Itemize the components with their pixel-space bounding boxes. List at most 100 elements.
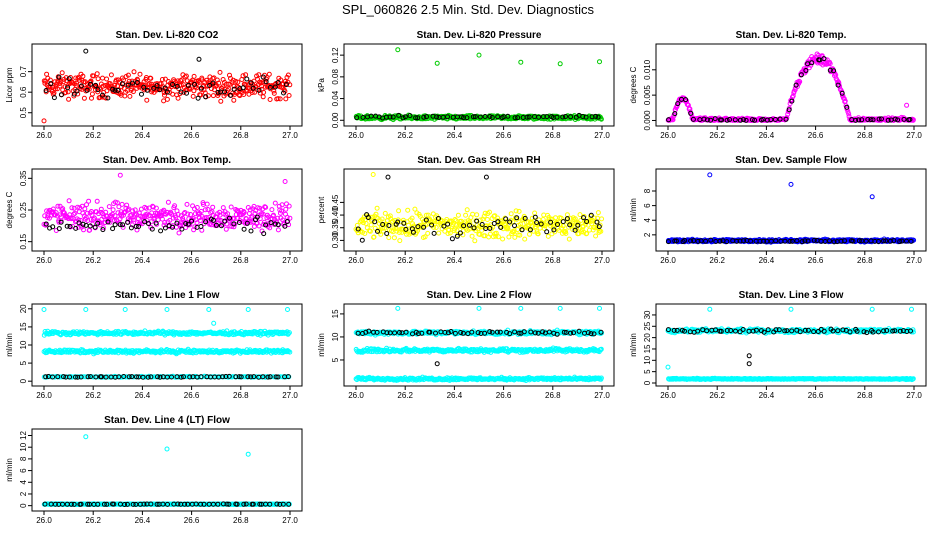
data-point [719, 117, 725, 123]
data-point [227, 72, 232, 78]
data-point [522, 236, 528, 242]
data-point [876, 116, 882, 122]
plot-frame [343, 43, 615, 127]
data-point [71, 91, 77, 97]
data-point [185, 82, 191, 88]
x-tick-label: 26.4 [759, 131, 775, 140]
data-point [287, 82, 293, 88]
data-point [217, 69, 223, 75]
data-point [688, 110, 694, 116]
data-point [853, 117, 859, 123]
outlier-point [164, 307, 170, 312]
data-point [249, 90, 255, 95]
data-point [216, 80, 222, 86]
data-point [286, 203, 292, 209]
data-point [82, 206, 88, 212]
data-point [563, 114, 568, 119]
data-point [470, 211, 476, 217]
data-point [814, 51, 820, 57]
data-point [164, 89, 170, 95]
data-point [895, 117, 901, 123]
outlier-point [904, 102, 910, 108]
data-point [66, 198, 72, 204]
x-tick-label: 27.0 [594, 256, 610, 265]
x-tick-label: 26.2 [85, 131, 101, 140]
data-point [132, 207, 138, 213]
outlier-point [41, 307, 47, 312]
data-point [157, 87, 163, 93]
outlier-point [707, 172, 713, 178]
data-point [151, 85, 157, 91]
data-point [272, 84, 278, 90]
x-tick-label: 27.0 [906, 256, 922, 265]
data-point [94, 198, 100, 204]
data-point [477, 114, 483, 120]
data-point [110, 207, 116, 213]
data-point [51, 95, 57, 101]
data-point [95, 87, 101, 93]
data-point [368, 222, 374, 228]
data-point [827, 67, 833, 73]
chart-title: Stan. Dev. Line 1 Flow [115, 290, 220, 301]
data-point [846, 111, 852, 117]
y-tick-label: 10 [19, 340, 28, 349]
data-point [560, 114, 566, 120]
data-point [76, 77, 82, 83]
y-tick-label: 5 [331, 357, 340, 362]
data-point [286, 93, 292, 98]
data-point [88, 78, 94, 84]
data-point [84, 87, 90, 93]
y-tick-label: 0 [19, 378, 28, 383]
data-point [43, 88, 49, 93]
data-point [48, 81, 54, 87]
outlier-point [395, 305, 401, 311]
data-point [821, 56, 827, 62]
data-point [554, 114, 560, 120]
data-point [870, 117, 876, 123]
data-point [424, 114, 429, 120]
data-point [213, 83, 219, 89]
outlier-point [434, 60, 440, 66]
outlier-point [122, 307, 128, 312]
y-tick-label: 15 [19, 322, 28, 331]
data-point [102, 83, 108, 88]
data-point [100, 83, 106, 89]
data-point [453, 218, 459, 224]
data-point [104, 76, 110, 82]
data-point [865, 117, 871, 122]
data-point [783, 116, 789, 122]
data-point [130, 80, 135, 86]
data-point [94, 71, 100, 77]
data-point [73, 75, 79, 81]
data-point [81, 227, 86, 233]
y-tick-label: 2 [643, 232, 652, 237]
data-point [174, 83, 180, 89]
x-tick-label: 26.4 [135, 256, 151, 265]
data-point [827, 61, 833, 67]
x-tick-label: 26.0 [348, 256, 364, 265]
data-point [74, 88, 80, 94]
data-point [402, 114, 408, 120]
data-point [387, 114, 393, 120]
data-point [228, 204, 234, 210]
data-point [593, 233, 599, 239]
data-point [464, 115, 470, 121]
outlier-point [395, 47, 401, 53]
x-tick-label: 27.0 [594, 391, 610, 400]
data-point [59, 92, 64, 98]
outlier-point [869, 194, 875, 200]
data-point [449, 236, 455, 242]
y-tick-label: 0.15 [19, 233, 28, 249]
data-point [283, 96, 289, 102]
data-point [115, 210, 121, 216]
data-point [105, 95, 111, 101]
data-point [599, 216, 605, 222]
outlier-point [285, 307, 290, 312]
x-tick-label: 27.0 [282, 256, 298, 265]
data-point [272, 200, 278, 206]
y-axis-label: ml/min [629, 198, 638, 222]
data-point [845, 109, 851, 115]
